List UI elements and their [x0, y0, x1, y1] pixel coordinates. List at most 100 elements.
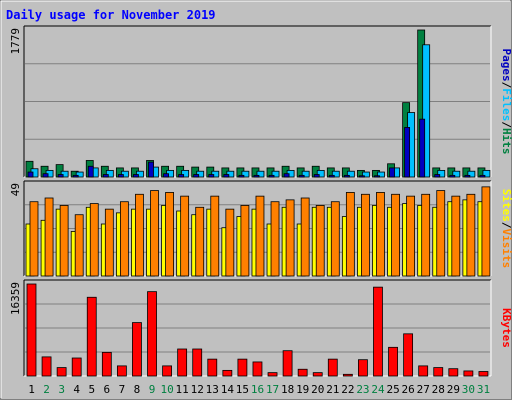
legend-entry: Sites [500, 189, 512, 222]
x-tick-label: 6 [104, 383, 111, 396]
bar-kbytes [267, 372, 278, 377]
bar-files [452, 170, 461, 178]
bar-visits [481, 186, 491, 277]
bar-visits [240, 205, 250, 277]
y-max-label: 49 [9, 183, 22, 196]
legend-visits-sites: Sites/Visits [500, 189, 512, 269]
bar-visits [330, 201, 340, 277]
bar-kbytes [312, 372, 323, 377]
bar-pages [163, 173, 169, 178]
bar-visits [361, 193, 370, 277]
bar-pages [464, 174, 471, 178]
bar-kbytes [56, 367, 67, 377]
bar-visits [135, 193, 144, 277]
bar-visits [270, 201, 280, 277]
bar-pages [359, 175, 365, 178]
bar-kbytes [132, 322, 142, 377]
bar-pages [178, 174, 185, 178]
bar-files [211, 170, 220, 178]
bar-kbytes [448, 368, 459, 377]
bar-kbytes [463, 370, 474, 377]
bar-visits [225, 208, 235, 277]
bar-kbytes [403, 333, 414, 377]
x-tick-label: 31 [477, 383, 490, 396]
bar-files [482, 169, 491, 178]
bar-files [377, 171, 385, 178]
bar-kbytes [418, 365, 429, 377]
x-tick-label: 13 [206, 383, 219, 396]
bar-files [437, 169, 446, 178]
x-tick-label: 16 [251, 383, 264, 396]
bar-visits [119, 201, 129, 277]
x-tick-label: 17 [266, 383, 279, 396]
bar-pages [57, 174, 64, 178]
y-max-label: 1779 [9, 28, 22, 55]
bar-kbytes [388, 346, 398, 377]
bar-visits [436, 190, 446, 277]
legend-entry: Visits [500, 229, 512, 269]
bar-files [241, 170, 250, 178]
bar-pages [148, 161, 154, 178]
bar-kbytes [297, 368, 308, 377]
bar-visits [285, 199, 295, 277]
bar-pages [208, 174, 215, 178]
bar-pages [389, 167, 395, 178]
bar-visits [165, 192, 174, 277]
bar-visits [210, 195, 220, 277]
bar-visits [74, 214, 84, 277]
legend-entry: KBytes [500, 308, 512, 348]
legend-entry: Pages [500, 49, 512, 82]
x-tick-label: 30 [462, 383, 475, 396]
x-tick-label: 2 [43, 383, 50, 396]
bar-files [256, 170, 265, 178]
bar-visits [44, 197, 54, 277]
bar-visits [406, 195, 416, 277]
bar-kbytes [192, 348, 203, 377]
x-tick-label: 11 [176, 383, 189, 396]
x-tick-label: 28 [432, 383, 445, 396]
bar-files [136, 170, 144, 178]
bar-pages [253, 174, 260, 178]
bar-files [60, 170, 69, 178]
legend-kbytes: KBytes [500, 308, 512, 348]
x-tick-label: 27 [417, 383, 430, 396]
bar-kbytes [147, 291, 157, 377]
x-tick-label: 14 [221, 383, 235, 396]
x-tick-label: 3 [58, 383, 65, 396]
bar-kbytes [478, 371, 489, 377]
bar-visits [451, 195, 461, 277]
bar-kbytes [358, 359, 368, 377]
bar-kbytes [162, 365, 172, 377]
bar-pages [102, 174, 109, 178]
bar-kbytes [101, 351, 112, 377]
bar-pages [449, 174, 456, 178]
bar-files [226, 170, 235, 178]
bar-files [120, 170, 129, 178]
bar-files [362, 171, 370, 178]
x-tick-label: 23 [356, 383, 369, 396]
x-tick-label: 15 [236, 383, 249, 396]
bar-kbytes [116, 365, 127, 377]
bar-visits [150, 190, 159, 277]
bar-kbytes [237, 358, 248, 377]
x-tick-label: 21 [326, 383, 339, 396]
x-tick-label: 22 [341, 383, 354, 396]
x-tick-label: 8 [134, 383, 141, 396]
bar-visits [104, 208, 114, 277]
x-tick-label: 29 [447, 383, 460, 396]
bar-visits [29, 201, 39, 277]
bar-kbytes [252, 361, 263, 377]
bar-pages [404, 127, 411, 178]
bar-visits [421, 193, 431, 277]
bar-pages [479, 174, 486, 178]
bar-pages [133, 174, 139, 178]
x-tick-label: 25 [386, 383, 399, 396]
bar-visits [466, 193, 476, 277]
bar-kbytes [222, 369, 233, 377]
bar-pages [117, 174, 124, 178]
x-tick-label: 4 [73, 383, 80, 396]
x-tick-label: 24 [371, 383, 385, 396]
bar-pages [238, 174, 245, 178]
bar-kbytes [282, 350, 293, 377]
